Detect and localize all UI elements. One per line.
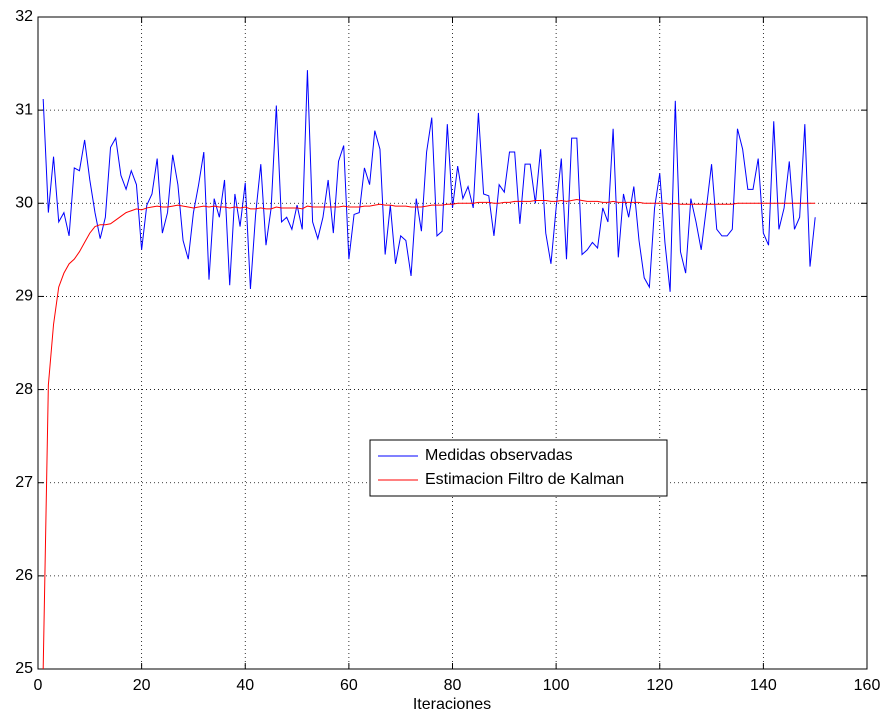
x-tick-label: 60 (340, 677, 358, 694)
legend-label: Estimacion Filtro de Kalman (425, 471, 624, 488)
y-tick-label: 30 (15, 195, 33, 212)
y-tick-label: 29 (15, 288, 33, 305)
x-axis-label: Iteraciones (413, 696, 491, 713)
data-line (42, 199, 816, 670)
x-tick-label: 140 (750, 677, 777, 694)
y-tick-label: 28 (15, 381, 33, 398)
y-tick-label: 26 (15, 567, 33, 584)
data-line (42, 70, 816, 292)
plot-frame (37, 16, 868, 670)
x-tick-label: 0 (34, 677, 43, 694)
x-tick-label: 20 (133, 677, 151, 694)
x-tick-label: 160 (854, 677, 881, 694)
legend-label: Medidas observadas (425, 447, 573, 464)
x-tick-label: 100 (543, 677, 570, 694)
y-tick-label: 32 (15, 8, 33, 25)
x-tick-label: 40 (236, 677, 254, 694)
legend-box (369, 439, 668, 497)
x-tick-label: 120 (646, 677, 673, 694)
x-tick-label: 80 (444, 677, 462, 694)
y-tick-label: 31 (15, 101, 33, 118)
y-tick-label: 25 (15, 660, 33, 677)
y-tick-label: 27 (15, 474, 33, 491)
